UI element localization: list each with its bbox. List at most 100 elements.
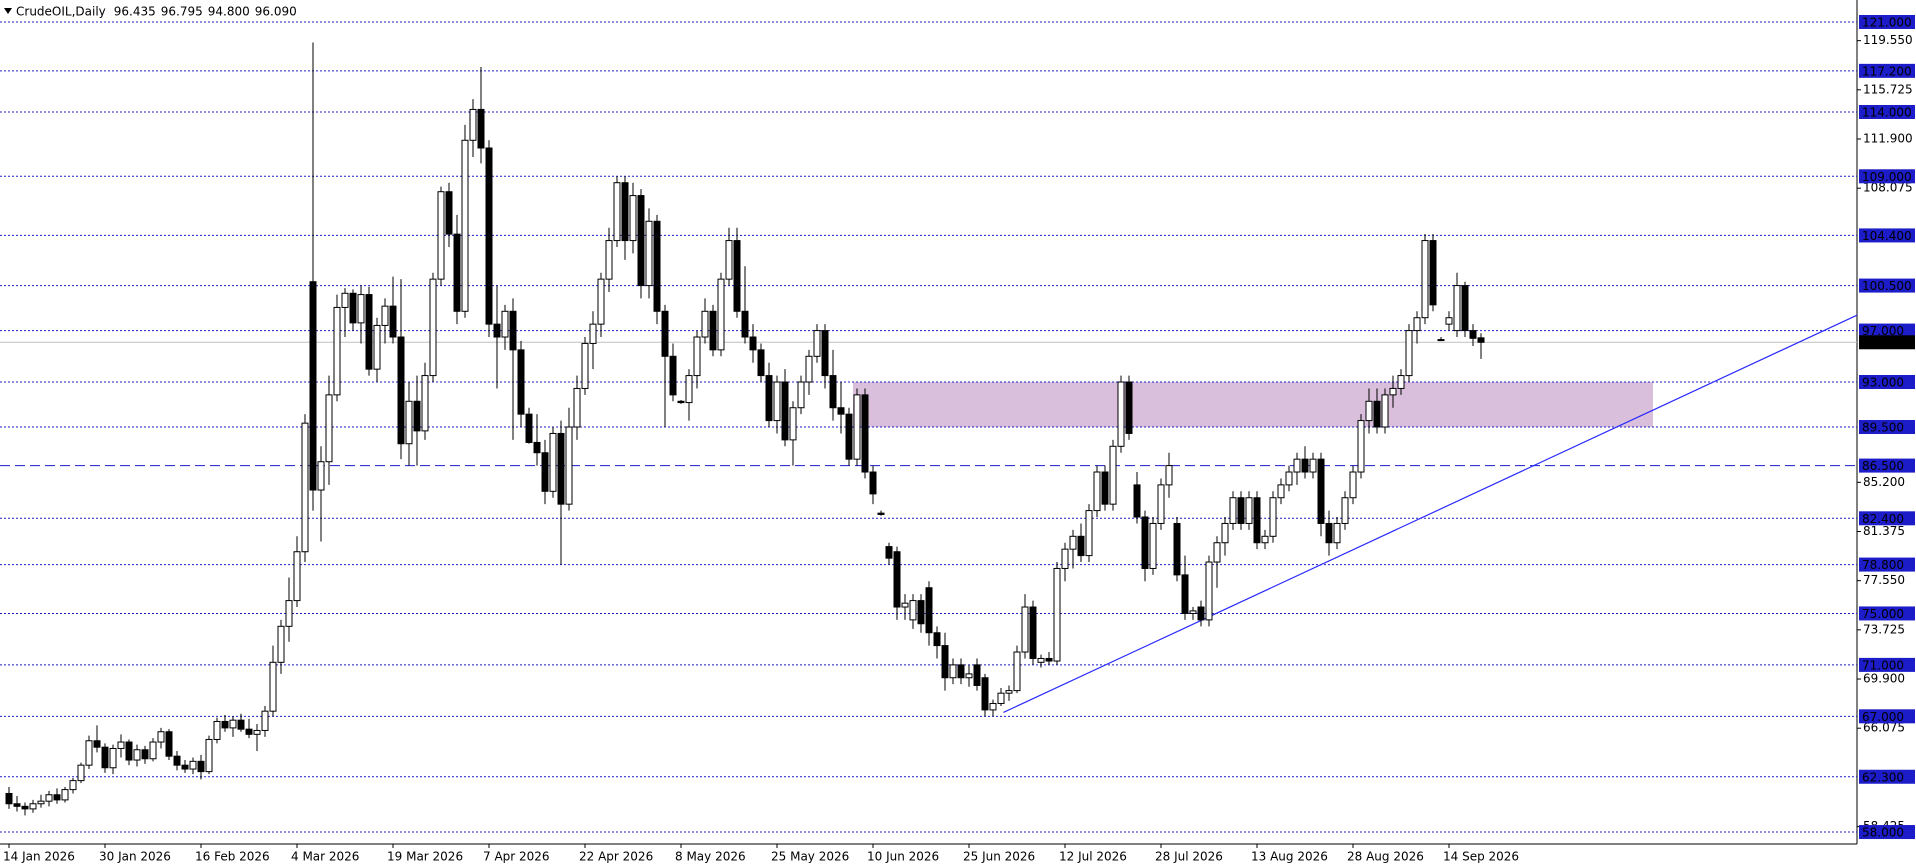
candle-body: [861, 394, 869, 473]
candle-body: [1061, 548, 1069, 569]
y-tick-label: 77.550: [1863, 573, 1905, 587]
candle-body: [725, 240, 733, 280]
candle-body: [181, 764, 189, 770]
candle-body: [837, 407, 845, 415]
candle-body: [1461, 285, 1469, 332]
candle-body: [533, 441, 541, 454]
candle-body: [317, 461, 325, 491]
candle-body: [789, 407, 797, 441]
candle-body: [629, 195, 637, 242]
candle-body: [1365, 400, 1373, 422]
candle-body: [565, 426, 573, 505]
level-label: 114.000: [1862, 105, 1912, 119]
level-label: 93.000: [1862, 376, 1904, 390]
y-tick-label: 66.075: [1863, 721, 1905, 735]
candle-body: [325, 394, 333, 463]
level-box: [1859, 63, 1915, 78]
candle-body: [285, 600, 293, 627]
candle-body: [333, 306, 341, 396]
candle-body: [437, 191, 445, 280]
x-tick-label: 25 Jun 2026: [963, 850, 1035, 864]
support-box: [1859, 458, 1915, 473]
candle-body: [365, 294, 373, 370]
candle-body: [357, 294, 365, 324]
candle-body: [1253, 497, 1261, 544]
level-label: 100.500: [1862, 279, 1912, 293]
level-box: [1859, 420, 1915, 435]
candle-body: [1413, 317, 1421, 332]
header-value: 96.435: [114, 5, 156, 19]
candle-body: [661, 310, 669, 357]
candle-body: [269, 661, 277, 712]
candle-body: [1029, 606, 1037, 659]
candle-body: [981, 677, 989, 711]
level-label: 82.400: [1862, 512, 1904, 526]
candle-body: [21, 805, 29, 810]
candle-body: [213, 720, 221, 740]
candle-body: [37, 800, 45, 805]
candle-body: [189, 760, 197, 770]
candle-body: [693, 336, 701, 377]
x-tick-label: 13 Aug 2026: [1251, 850, 1328, 864]
candle-body: [1101, 471, 1109, 505]
level-box: [1859, 323, 1915, 338]
x-tick-label: 30 Jan 2026: [99, 850, 171, 864]
level-box: [1859, 511, 1915, 526]
level-box: [1859, 228, 1915, 243]
candle-body: [1165, 465, 1173, 486]
candle-body: [381, 305, 389, 326]
candle-body: [749, 336, 757, 351]
candle-body: [1381, 394, 1389, 428]
candle-body: [133, 749, 141, 761]
candle-body: [997, 692, 1005, 704]
candle-body: [461, 139, 469, 312]
level-label: 62.300: [1862, 770, 1904, 784]
candle-body: [1389, 387, 1397, 396]
candle-body: [477, 108, 485, 149]
candle-body: [989, 702, 997, 711]
x-tick-label: 4 Mar 2026: [291, 850, 359, 864]
level-box: [1859, 104, 1915, 119]
candle-body: [1269, 497, 1277, 537]
candle-body: [93, 740, 101, 748]
menu-triangle: [4, 8, 12, 14]
level-box: [1859, 14, 1915, 29]
x-tick-label: 7 Apr 2026: [483, 850, 550, 864]
candle-body: [685, 375, 693, 404]
level-box: [1859, 557, 1915, 572]
candle-body: [885, 546, 893, 559]
candle-body: [1421, 240, 1429, 319]
candle-body: [1357, 420, 1365, 473]
candle-body: [597, 278, 605, 325]
header-value: 94.800: [208, 5, 250, 19]
candle-body: [1045, 657, 1053, 662]
candle-body: [429, 278, 437, 377]
candle-body: [1005, 690, 1013, 694]
candle-body: [77, 764, 85, 782]
candle-body: [621, 182, 629, 242]
candle-body: [373, 324, 381, 370]
candle-body: [109, 747, 117, 769]
x-tick-label: 14 Jan 2026: [3, 850, 75, 864]
candle-body: [229, 719, 237, 729]
candle-body: [13, 803, 21, 807]
level-label: 58.000: [1862, 826, 1904, 840]
candle-body: [5, 792, 13, 805]
candle-body: [277, 625, 285, 663]
candle-body: [293, 551, 301, 602]
level-label: 71.000: [1862, 658, 1904, 672]
candle-body: [405, 400, 413, 445]
support-label: 86.500: [1862, 459, 1904, 473]
candle-body: [29, 803, 37, 810]
level-label: 97.000: [1862, 324, 1904, 338]
candle-body: [301, 422, 309, 553]
level-box: [1859, 169, 1915, 184]
candle-body: [1021, 606, 1029, 653]
candle-body: [1237, 497, 1245, 524]
candle-body: [141, 749, 149, 760]
candle-body: [1397, 375, 1405, 389]
candle-body: [965, 673, 973, 679]
candle-body: [1157, 484, 1165, 524]
candle-body: [1013, 651, 1021, 692]
header-value: 96.090: [255, 5, 297, 19]
